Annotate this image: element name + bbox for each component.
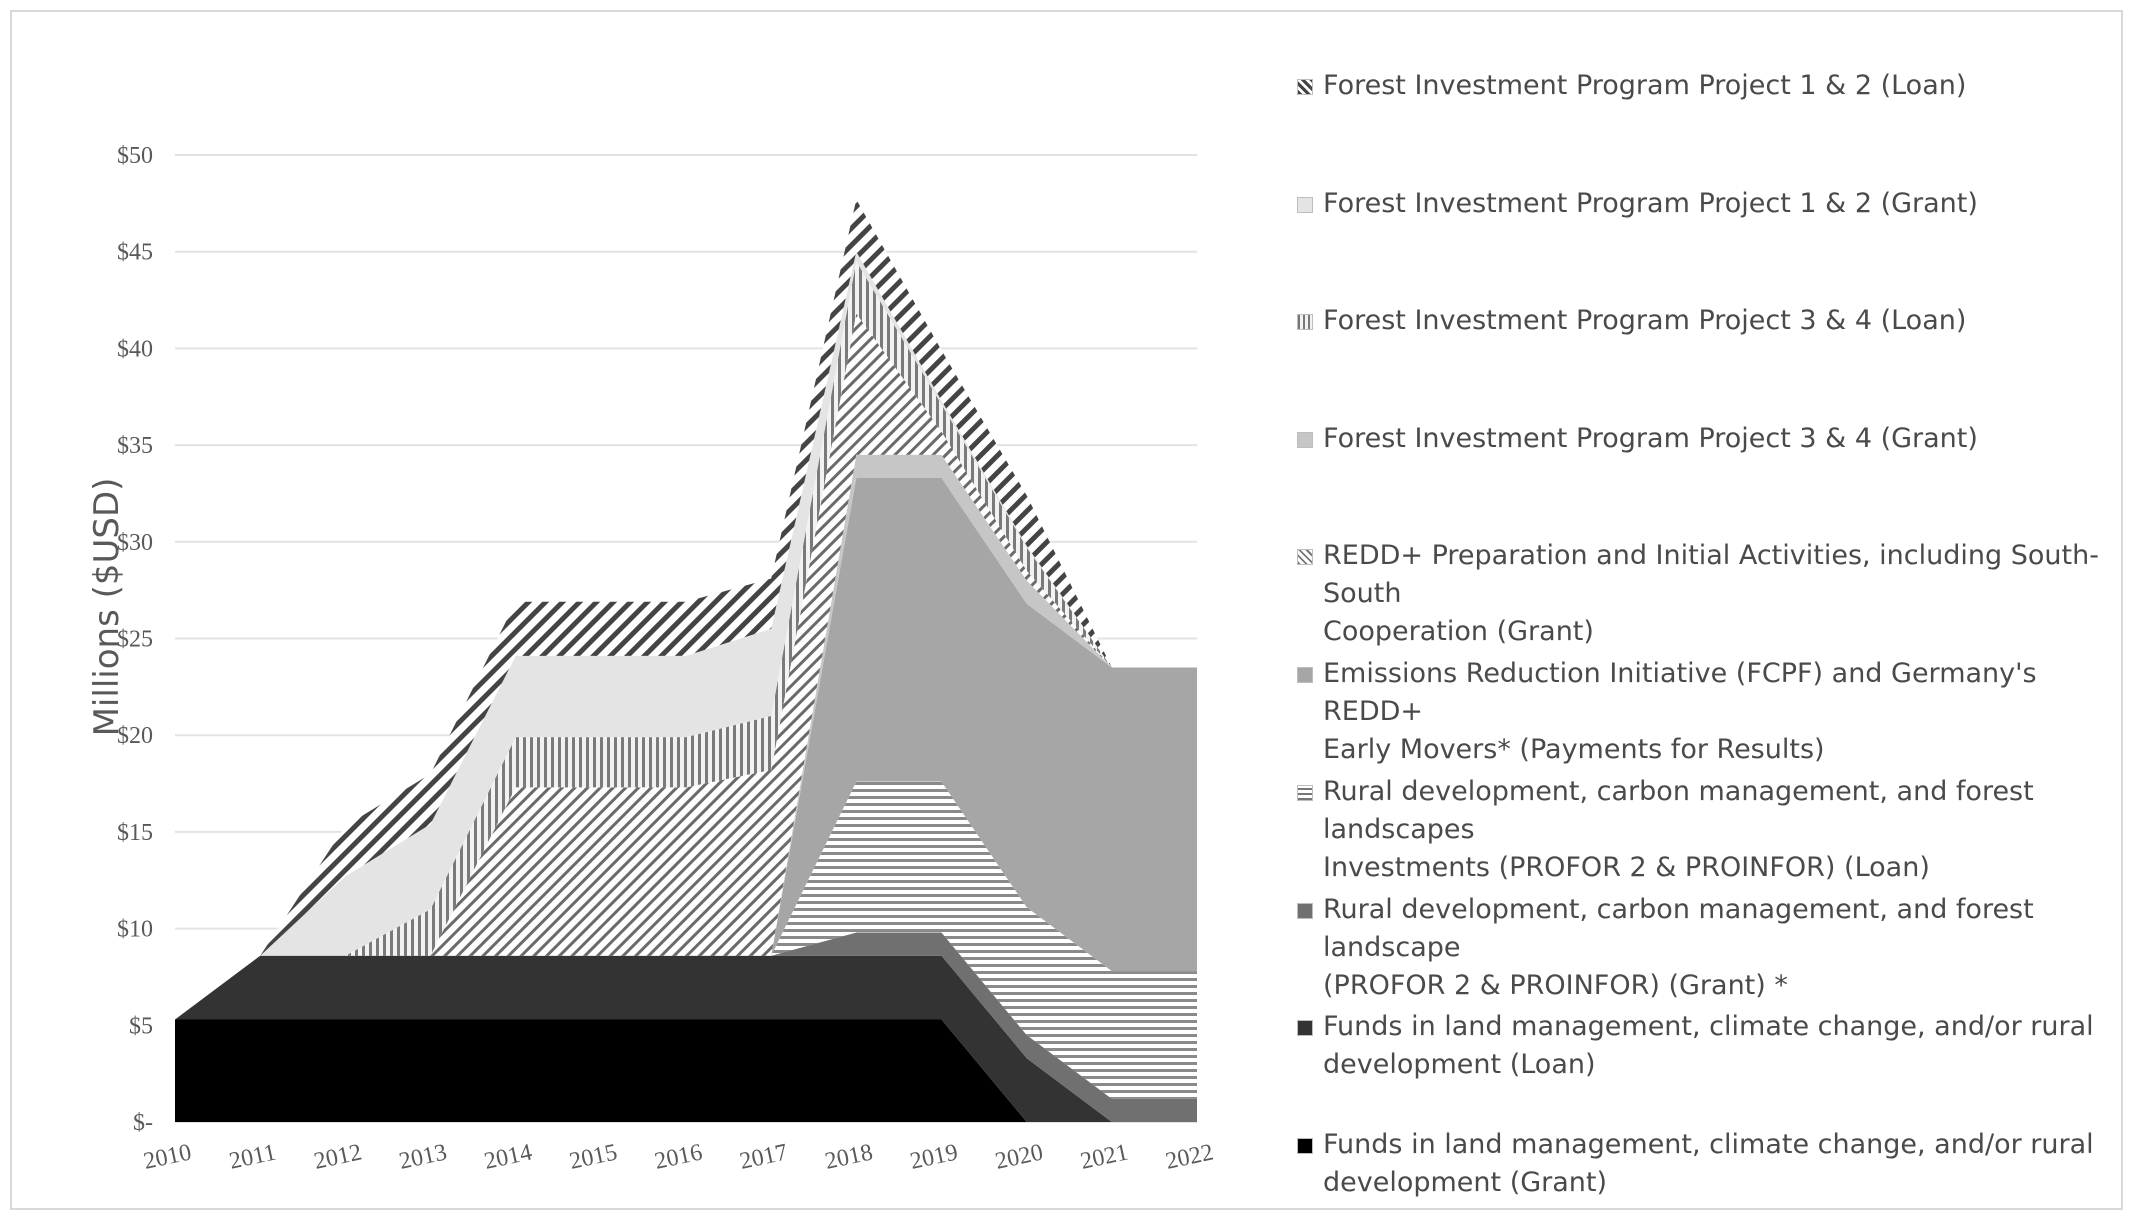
- x-tick-label: 2020: [993, 1139, 1045, 1174]
- y-tick-label: $5: [129, 1013, 153, 1039]
- legend-label: Forest Investment Program Project 3 & 4 …: [1323, 423, 1978, 454]
- legend-swatch: [1297, 785, 1313, 801]
- x-tick-label: 2010: [141, 1139, 193, 1174]
- legend-item: Rural development, carbon management, an…: [1297, 773, 2127, 887]
- legend-label: Rural development, carbon management, an…: [1323, 776, 2034, 883]
- x-tick-label: 2014: [482, 1139, 534, 1174]
- x-tick-label: 2017: [738, 1139, 790, 1174]
- x-tick-label: 2011: [227, 1140, 278, 1175]
- legend-swatch: [1297, 903, 1313, 919]
- y-tick-label: $45: [117, 240, 153, 266]
- y-tick-label: $50: [117, 143, 153, 169]
- legend-swatch: [1297, 197, 1313, 213]
- legend-item: Forest Investment Program Project 1 & 2 …: [1297, 67, 2127, 105]
- x-tick-label: 2022: [1163, 1139, 1215, 1174]
- legend-label: Emissions Reduction Initiative (FCPF) an…: [1323, 658, 2037, 765]
- y-tick-label: $15: [117, 820, 153, 846]
- legend-swatch: [1297, 314, 1313, 330]
- area-series-2: [175, 955, 1197, 1122]
- y-axis-ticks: $- $5 $10 $15 $20 $25 $30 $35 $40 $45 $50: [117, 143, 153, 1136]
- legend-item: Forest Investment Program Project 3 & 4 …: [1297, 302, 2127, 340]
- y-tick-label: $20: [117, 723, 153, 749]
- x-tick-label: 2015: [567, 1139, 619, 1174]
- area-series-10: [175, 199, 1197, 1020]
- area-series-4: [175, 781, 1197, 1099]
- legend-item: Funds in land management, climate change…: [1297, 1008, 2127, 1084]
- area-series-9: [175, 251, 1197, 1020]
- y-tick-label: $-: [133, 1110, 153, 1136]
- area-series-1: [175, 1019, 1197, 1122]
- area-series-3: [175, 932, 1197, 1122]
- legend-item: Forest Investment Program Project 1 & 2 …: [1297, 185, 2127, 223]
- legend-label: Forest Investment Program Project 3 & 4 …: [1323, 305, 1967, 336]
- x-axis-ticks: 2010 2011 2012 2013 2014 2015 2016 2017 2018 2019…: [141, 1139, 1215, 1174]
- area-series-5: [175, 478, 1197, 1020]
- y-tick-label: $30: [117, 530, 153, 556]
- x-tick-label: 2019: [908, 1139, 960, 1174]
- x-tick-label: 2018: [823, 1139, 875, 1174]
- legend-item: REDD+ Preparation and Initial Activities…: [1297, 537, 2127, 651]
- y-axis-label: Millions ($USD): [87, 477, 127, 737]
- legend-swatch: [1297, 432, 1313, 448]
- legend-item: Funds in land management, climate change…: [1297, 1126, 2127, 1202]
- x-tick-label: 2012: [312, 1139, 364, 1174]
- area-series-7: [175, 313, 1197, 1020]
- legend-swatch: [1297, 1138, 1313, 1154]
- stacked-area-chart: $- $5 $10 $15 $20 $25 $30 $35 $40 $45 $50 2010 2011…: [117, 143, 1216, 1175]
- legend-label: Funds in land management, climate change…: [1323, 1129, 2094, 1198]
- x-tick-label: 2013: [397, 1139, 449, 1174]
- legend-label: Forest Investment Program Project 1 & 2 …: [1323, 188, 1978, 219]
- legend-swatch: [1297, 549, 1313, 565]
- legend-label: Funds in land management, climate change…: [1323, 1011, 2094, 1080]
- legend-swatch: [1297, 667, 1313, 683]
- y-tick-label: $35: [117, 433, 153, 459]
- chart-frame: $- $5 $10 $15 $20 $25 $30 $35 $40 $45 $50 2010 2011…: [10, 10, 2123, 1210]
- area-series: [175, 199, 1197, 1122]
- legend-item: Forest Investment Program Project 3 & 4 …: [1297, 420, 2127, 458]
- legend-swatch: [1297, 79, 1313, 95]
- y-tick-label: $25: [117, 627, 153, 653]
- legend-label: Forest Investment Program Project 1 & 2 …: [1323, 70, 1967, 101]
- y-tick-label: $10: [117, 917, 153, 943]
- legend-item: Rural development, carbon management, an…: [1297, 891, 2127, 1005]
- legend-label: Rural development, carbon management, an…: [1323, 894, 2034, 1001]
- legend-item: Emissions Reduction Initiative (FCPF) an…: [1297, 655, 2127, 769]
- x-tick-label: 2021: [1078, 1139, 1130, 1174]
- legend-label: REDD+ Preparation and Initial Activities…: [1323, 540, 2099, 647]
- x-tick-label: 2016: [652, 1139, 704, 1174]
- y-tick-label: $40: [117, 336, 153, 362]
- legend-swatch: [1297, 1020, 1313, 1036]
